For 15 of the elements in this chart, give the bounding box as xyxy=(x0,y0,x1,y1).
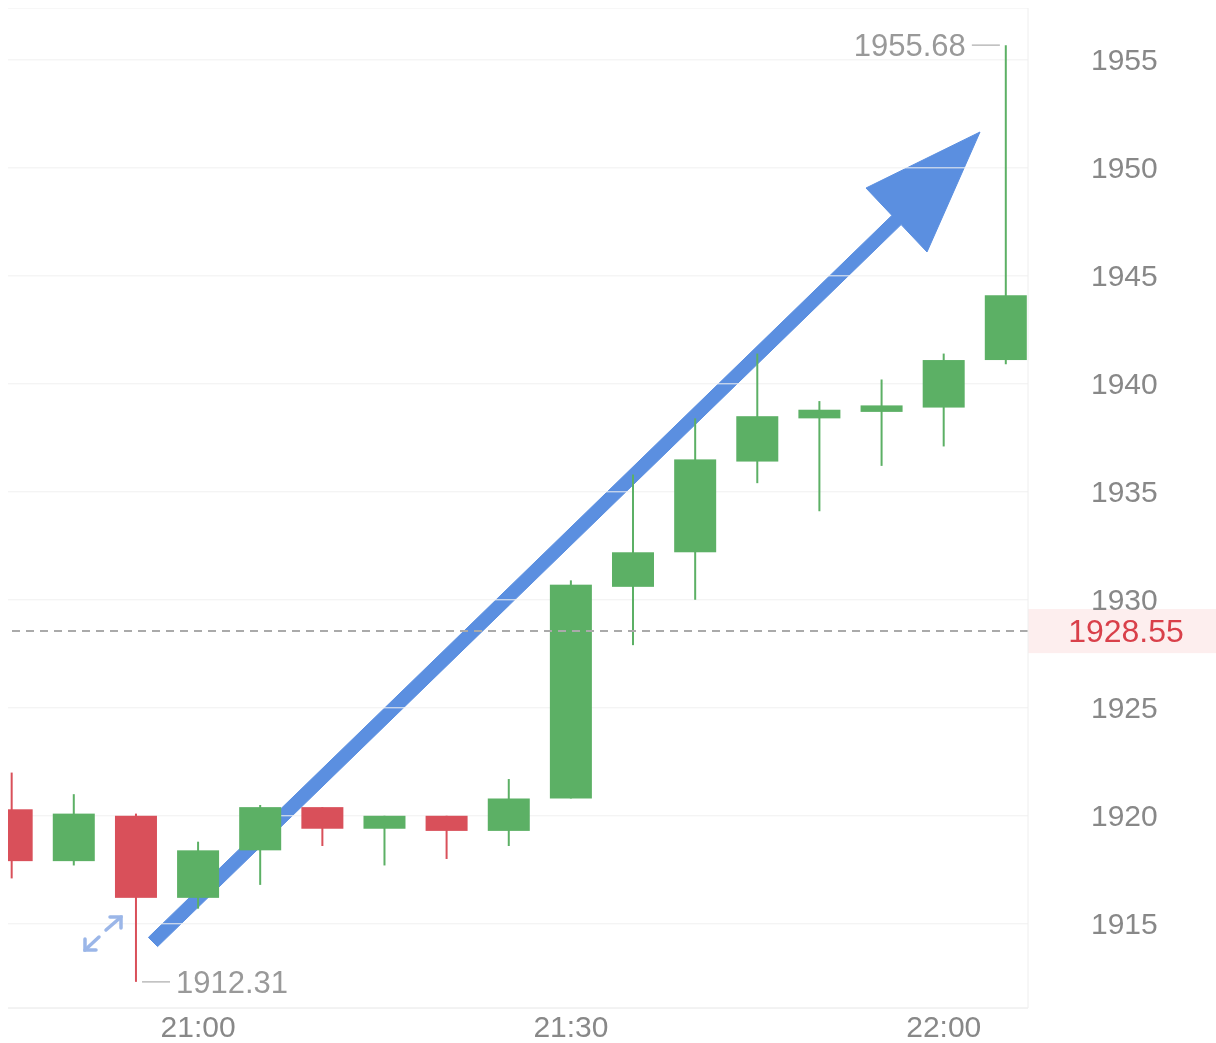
annotation: 1955.68 xyxy=(853,28,966,64)
candlestick xyxy=(798,400,841,513)
y-tick-label: 1955 xyxy=(1091,43,1158,77)
x-tick-label: 21:00 xyxy=(160,1010,236,1043)
y-tick-label: 1915 xyxy=(1091,907,1158,941)
x-tick-label: 22:00 xyxy=(906,1010,982,1043)
y-tick-label: 1925 xyxy=(1091,691,1158,725)
x-tick-label: 21:30 xyxy=(533,1010,609,1043)
y-tick-label: 1945 xyxy=(1091,259,1158,293)
annotation: 1912.31 xyxy=(176,964,289,1000)
y-tick-label: 1940 xyxy=(1091,367,1158,401)
y-tick-label: 1935 xyxy=(1091,475,1158,509)
candlestick xyxy=(860,378,903,467)
y-tick-label: 1920 xyxy=(1091,799,1158,833)
y-tick-label: 1950 xyxy=(1091,151,1158,185)
